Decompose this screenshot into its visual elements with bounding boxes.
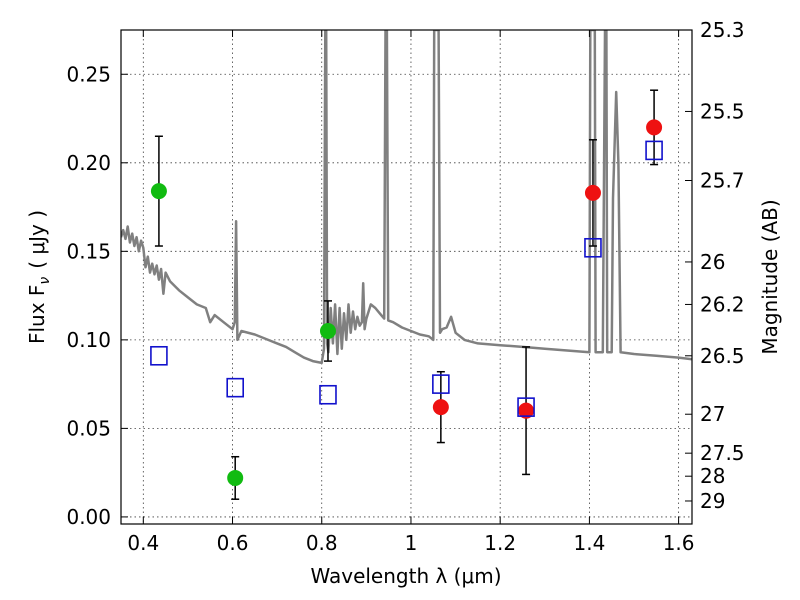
mag-tick-label: 25.5: [700, 99, 745, 123]
data-point: [227, 469, 244, 486]
data-point: [319, 323, 336, 340]
data-point: [432, 399, 449, 416]
y-tick-label: 0.15: [66, 239, 111, 263]
plot-frame: [120, 29, 693, 525]
y-axis-label-text: Flux F: [25, 285, 49, 344]
x-tick-label: 1.2: [484, 531, 516, 555]
x-tick-label: 0.8: [306, 531, 338, 555]
y-tick-label: 0.05: [66, 416, 111, 440]
y-tick-label: 0.25: [66, 62, 111, 86]
y-axis-label: Flux Fν ( μJy ): [25, 210, 53, 344]
spectrum: [121, 30, 692, 365]
mag-tick-label: 25.3: [700, 18, 745, 42]
y-tick-label: 0.00: [66, 505, 111, 529]
x-tick-label: 1.6: [663, 531, 695, 555]
y-tick-label: 0.10: [66, 328, 111, 352]
mag-tick-label: 27: [700, 402, 725, 426]
x-axis-label: Wavelength λ (μm): [310, 564, 501, 588]
mag-tick-label: 26.2: [700, 292, 745, 316]
x-tick-label: 1: [405, 531, 418, 555]
mag-tick-label: 26.5: [700, 344, 745, 368]
spectrum-line: [121, 30, 692, 365]
data-point: [150, 183, 167, 200]
mag-tick-label: 27.5: [700, 441, 745, 465]
mag-tick-label: 25.7: [700, 169, 745, 193]
y2-axis-label: Magnitude (AB): [758, 199, 782, 354]
model-point: [150, 345, 168, 366]
mag-tick-label: 26: [700, 250, 725, 274]
mag-tick-label: 29: [700, 489, 725, 513]
y-axis-label-sub: ν: [37, 277, 53, 285]
model-point: [319, 384, 337, 405]
model-point: [226, 377, 244, 398]
data-point: [584, 184, 601, 201]
data-point: [518, 402, 535, 419]
svg-text:Flux Fν( μJy ): Flux Fν ( μJy ): [25, 210, 53, 344]
x-tick-label: 0.4: [127, 531, 159, 555]
model-point: [517, 397, 535, 417]
model-point: [645, 140, 663, 161]
x-tick-label: 0.6: [217, 531, 249, 555]
axis-ticks: 0.4 0.6 0.8 1 1.2 1.4 1.6 0.00 0.05 0.10 0.15 0.20 0…: [66, 18, 744, 555]
model-point: [432, 374, 450, 394]
data-point: [646, 119, 663, 136]
y-axis-label-unit: ( μJy ): [25, 210, 49, 269]
x-tick-label: 1.4: [573, 531, 605, 555]
y-tick-label: 0.20: [66, 151, 111, 175]
mag-tick-label: 28: [700, 464, 725, 488]
data-points: [150, 89, 663, 500]
model-point: [584, 237, 602, 258]
